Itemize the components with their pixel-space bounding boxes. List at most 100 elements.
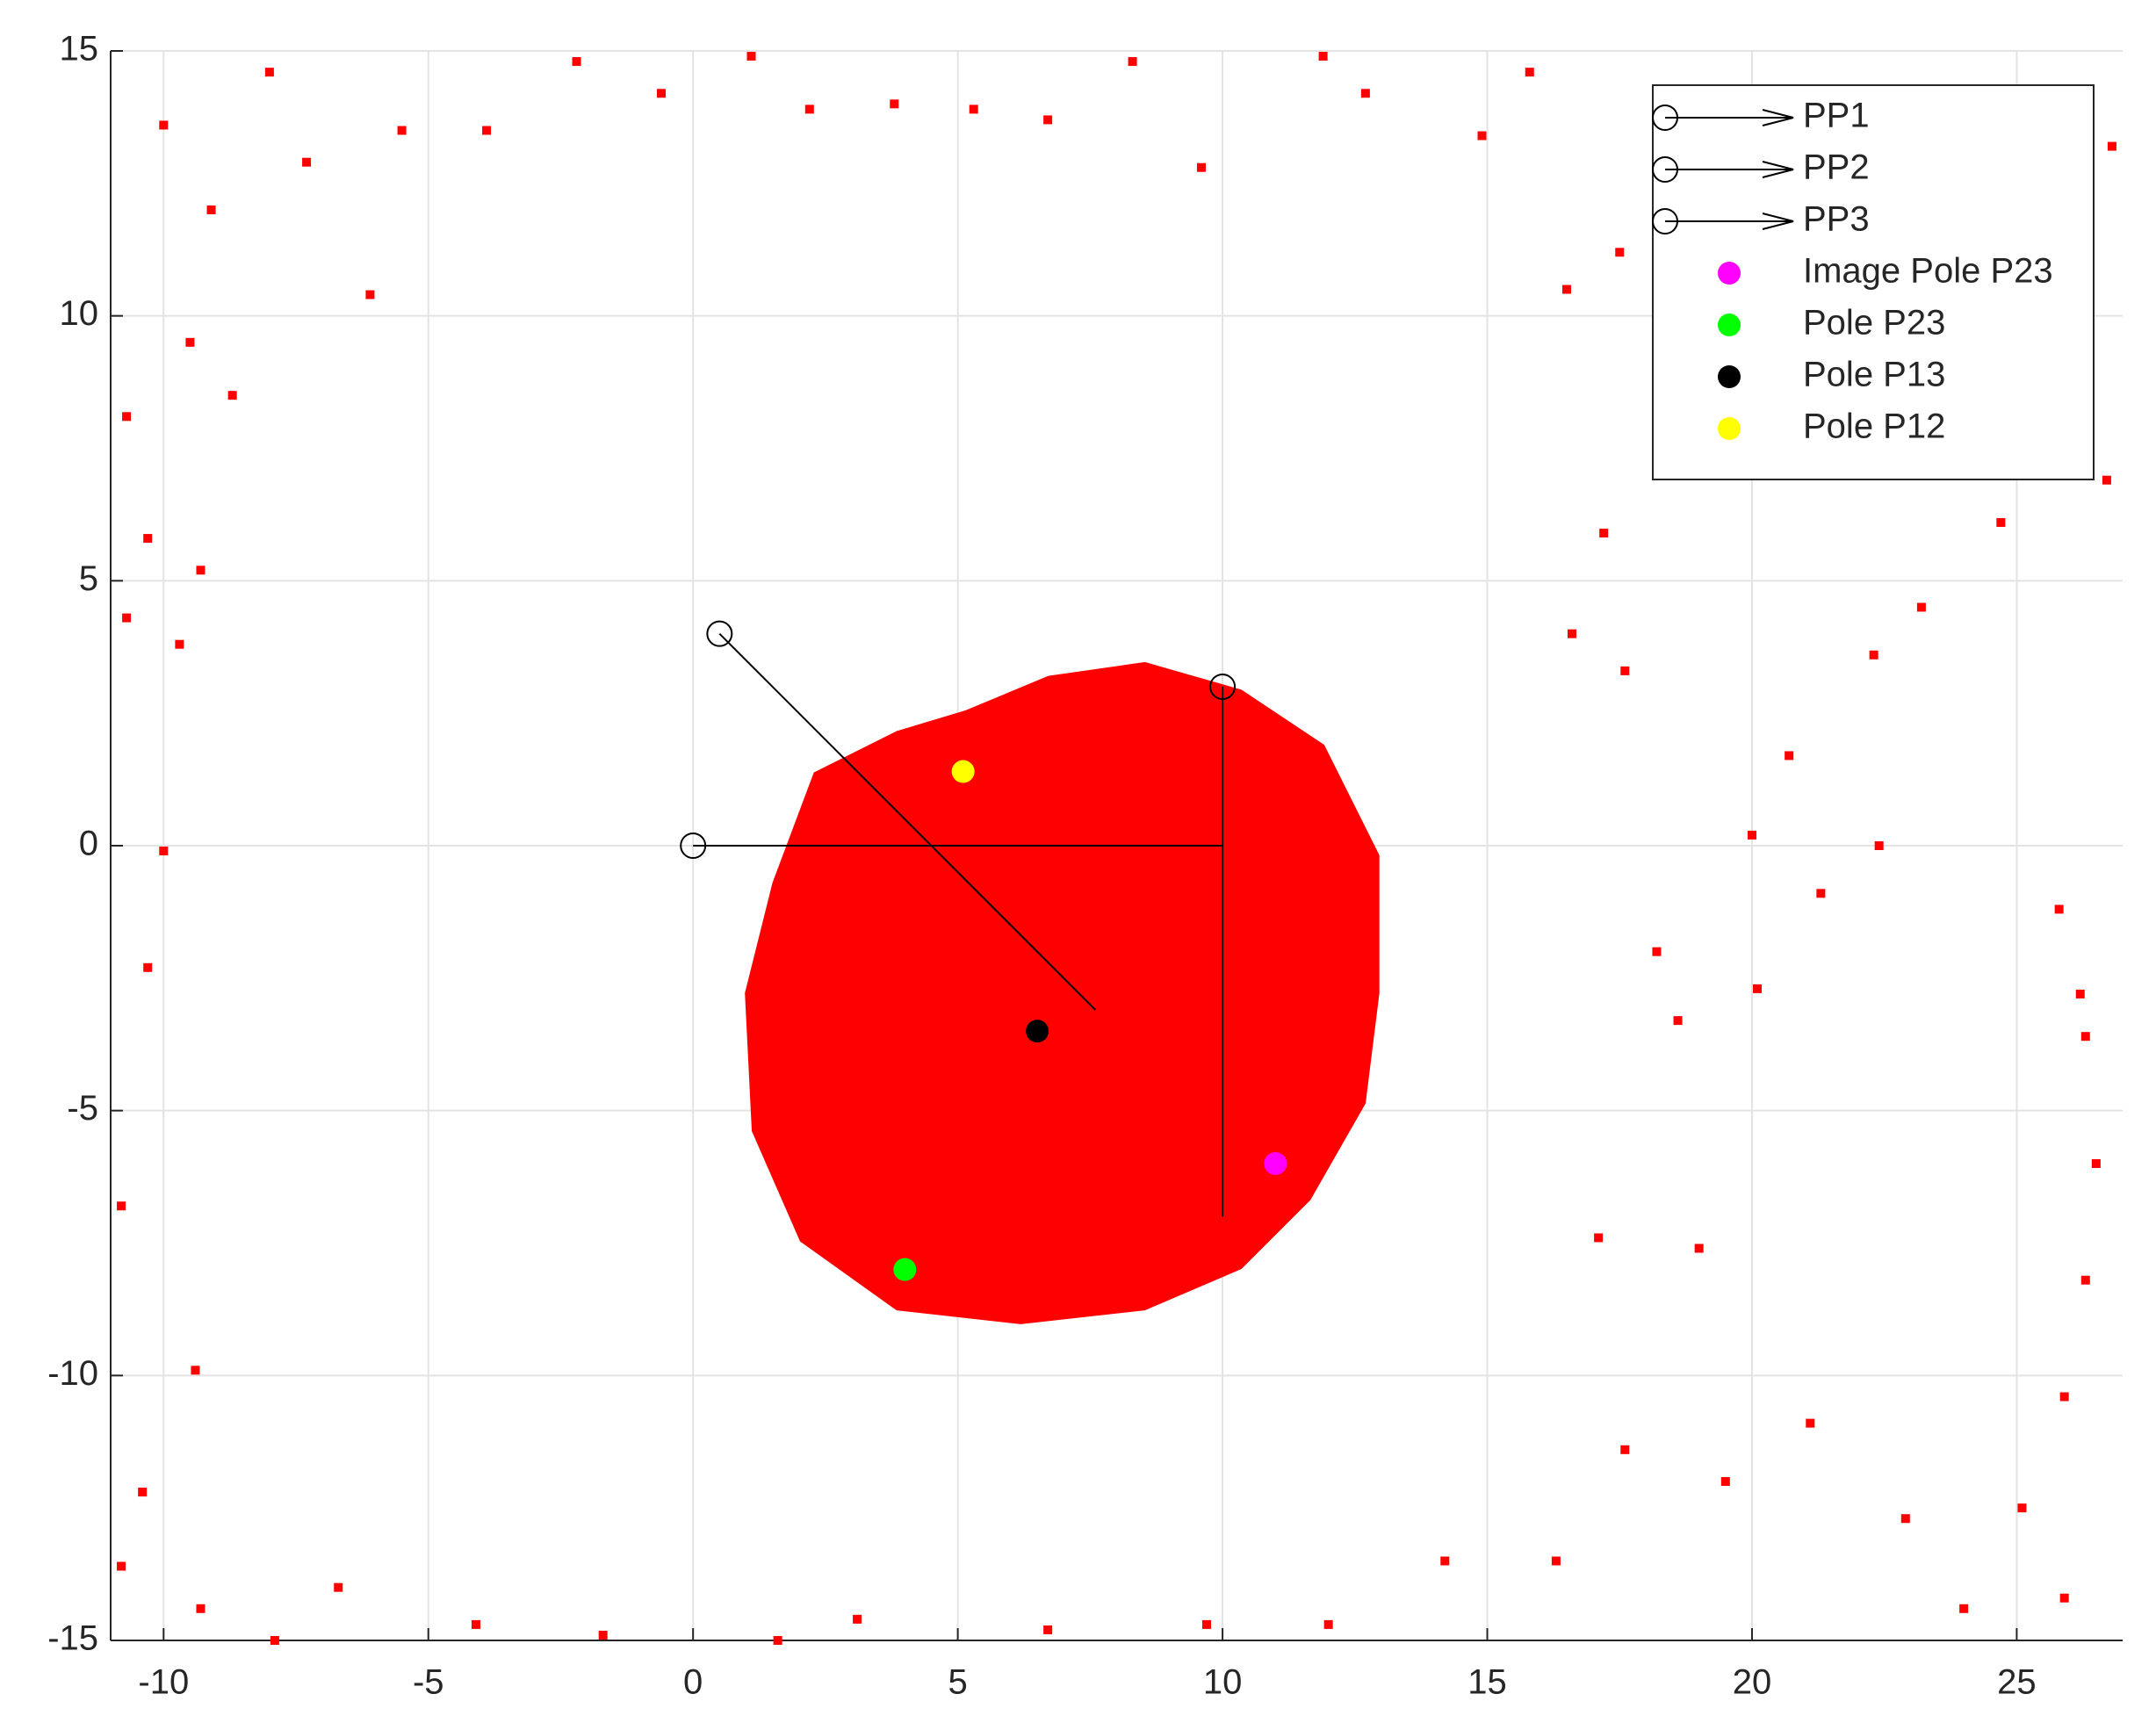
legend-marker xyxy=(1718,314,1741,336)
point xyxy=(804,105,814,114)
point xyxy=(143,962,153,972)
dense-field xyxy=(745,661,1380,1324)
point xyxy=(657,89,667,98)
point xyxy=(1869,650,1878,660)
point xyxy=(196,566,206,575)
point xyxy=(1874,841,1884,850)
pole xyxy=(893,1258,917,1281)
pole xyxy=(1026,1020,1049,1043)
x-tick-label: 5 xyxy=(948,1663,968,1702)
point xyxy=(2107,141,2116,151)
point xyxy=(1561,285,1571,294)
point xyxy=(2091,1159,2101,1168)
point xyxy=(2080,1032,2090,1042)
x-tick-label: 20 xyxy=(1733,1663,1772,1702)
point xyxy=(143,534,153,544)
point xyxy=(1551,1556,1561,1566)
y-tick-label: 10 xyxy=(60,294,99,333)
point xyxy=(1567,629,1576,638)
x-tick-label: 15 xyxy=(1467,1663,1507,1702)
point xyxy=(773,1636,782,1645)
y-tick-label: -15 xyxy=(47,1619,98,1658)
legend-marker xyxy=(1718,365,1741,388)
point xyxy=(122,412,132,422)
point xyxy=(890,99,899,109)
point xyxy=(1747,830,1756,840)
point xyxy=(1753,984,1763,993)
point xyxy=(1720,1477,1730,1486)
point xyxy=(1360,89,1370,98)
legend-label: PP1 xyxy=(1803,97,1870,135)
point xyxy=(1477,131,1487,141)
x-tick-label: -10 xyxy=(138,1663,189,1702)
pivot-marker xyxy=(706,620,733,647)
point xyxy=(1694,1243,1704,1253)
point xyxy=(1652,947,1662,956)
point xyxy=(1043,1625,1053,1634)
y-tick-label: -10 xyxy=(47,1354,98,1393)
point xyxy=(1900,1514,1910,1524)
point xyxy=(1440,1556,1450,1566)
point xyxy=(117,1561,126,1571)
legend: PP1 PP2 PP3 Image Pole P23 Pole P23 Pole P13 P… xyxy=(1652,84,2095,480)
x-tick-label: -5 xyxy=(413,1663,444,1702)
legend-label: Pole P12 xyxy=(1803,407,1945,446)
point xyxy=(1043,115,1053,125)
x-tick-label: 0 xyxy=(683,1663,703,1702)
legend-label: Image Pole P23 xyxy=(1803,252,2053,291)
point xyxy=(1959,1604,1969,1613)
point xyxy=(2080,1275,2090,1285)
dense-region xyxy=(745,661,1380,1324)
point xyxy=(138,1488,148,1497)
point xyxy=(1323,1619,1333,1629)
point xyxy=(1615,248,1625,257)
pole xyxy=(951,760,975,783)
point xyxy=(471,1619,480,1629)
legend-label: PP2 xyxy=(1803,148,1870,187)
y-tick-label: 0 xyxy=(79,825,98,863)
point xyxy=(853,1614,862,1624)
legend-marker xyxy=(1718,262,1741,285)
point xyxy=(270,1636,279,1645)
mechanism-link xyxy=(718,632,1097,1011)
legend-marker xyxy=(1718,417,1741,440)
point xyxy=(572,57,581,67)
point xyxy=(969,105,978,114)
point xyxy=(1996,517,2006,527)
point xyxy=(334,1582,343,1592)
point xyxy=(2059,1392,2069,1402)
point xyxy=(2054,905,2064,914)
point xyxy=(1620,1445,1630,1454)
point xyxy=(598,1630,608,1640)
y-tick-label: 5 xyxy=(79,559,98,598)
point xyxy=(1525,68,1534,77)
point xyxy=(482,126,492,135)
point xyxy=(1201,1619,1211,1629)
x-tick-label: 10 xyxy=(1203,1663,1243,1702)
x-tick-label: 25 xyxy=(1997,1663,2037,1702)
marks-layer xyxy=(117,52,2116,1645)
point xyxy=(159,120,169,130)
y-tick-label: -5 xyxy=(67,1089,98,1128)
legend-label: Pole P13 xyxy=(1803,356,1945,394)
legend-label: Pole P23 xyxy=(1803,304,1945,342)
point xyxy=(746,52,756,61)
point xyxy=(117,1201,126,1211)
point xyxy=(365,290,375,299)
legend-marker xyxy=(1762,161,1794,178)
pivot-marker xyxy=(680,833,707,859)
point xyxy=(1599,529,1609,538)
point xyxy=(206,205,216,214)
point xyxy=(1785,751,1794,760)
point xyxy=(159,847,169,856)
point xyxy=(122,613,132,623)
point xyxy=(191,1366,200,1375)
point xyxy=(1816,889,1826,898)
pivot-marker xyxy=(1209,674,1237,700)
point xyxy=(1620,666,1630,675)
point xyxy=(227,391,237,400)
point xyxy=(2102,475,2111,485)
y-tick-label: 15 xyxy=(60,30,99,68)
point xyxy=(185,337,195,347)
